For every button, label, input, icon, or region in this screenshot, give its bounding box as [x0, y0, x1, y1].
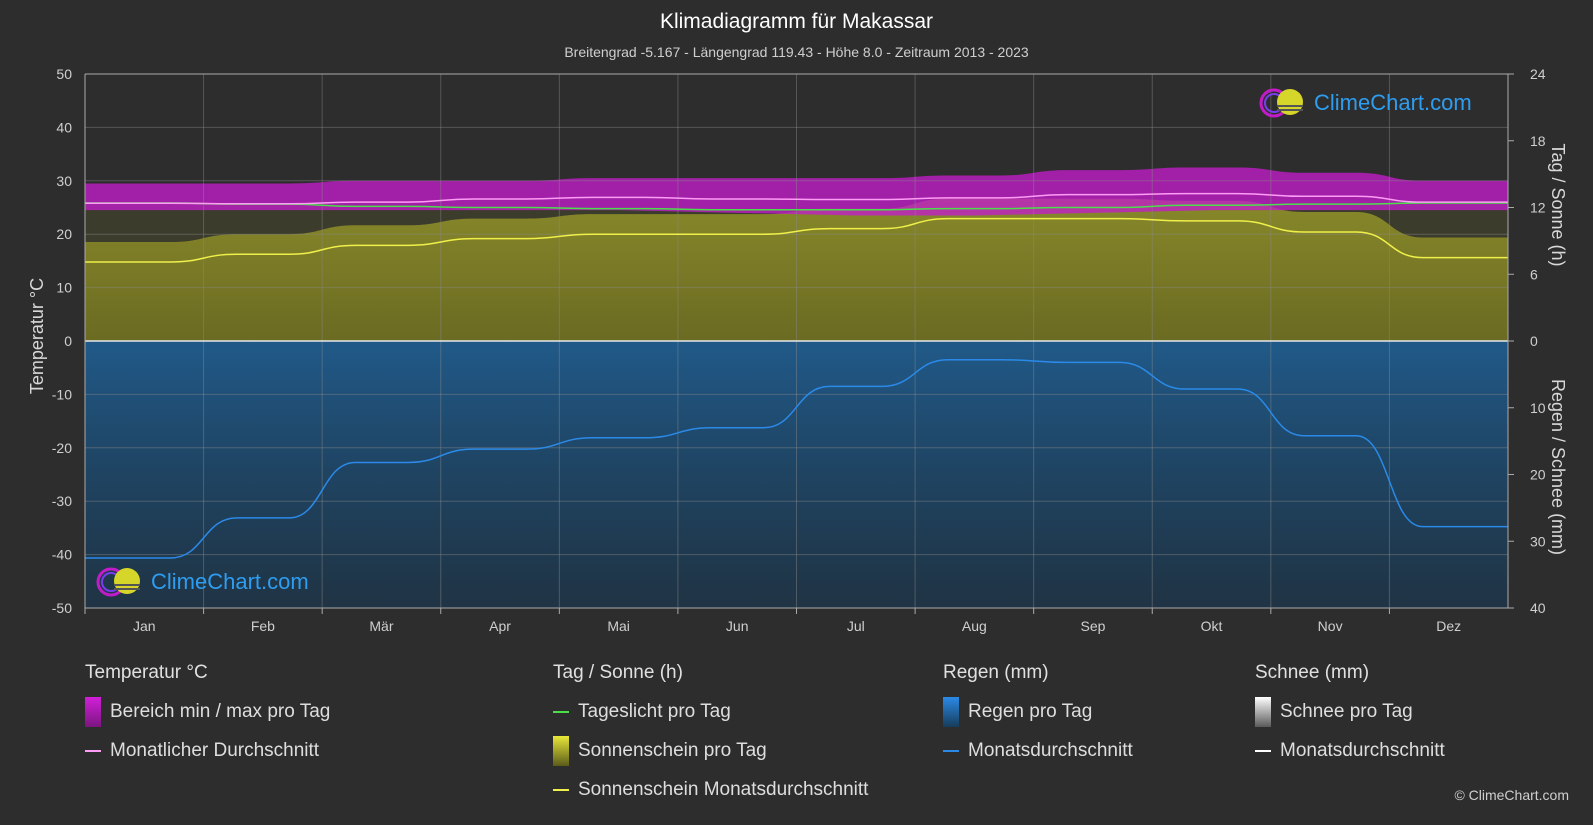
logo-icon — [1259, 88, 1303, 118]
y-right-bottom-tick-label: 10 — [1530, 400, 1546, 416]
legend-heading: Temperatur °C — [85, 662, 208, 683]
y-left-tick-label: 40 — [56, 119, 72, 135]
temperature-avg-line — [85, 192, 1508, 205]
legend-sun: Tag / Sonne (h) Tageslicht pro Tag Sonne… — [553, 662, 933, 818]
legend-label: Monatsdurchschnitt — [1280, 740, 1445, 761]
legend-label: Monatlicher Durchschnitt — [110, 740, 320, 761]
y-right-bottom-tick-label: 30 — [1530, 533, 1546, 549]
logo-icon — [96, 567, 140, 597]
legend-item: Schnee pro Tag — [1255, 697, 1555, 727]
snow-swatch — [1255, 697, 1271, 727]
temp-avg-swatch — [85, 750, 101, 752]
x-tick-label: Apr — [489, 618, 511, 634]
sunshine-area — [85, 198, 1508, 341]
y-right-bottom-tick-label: 20 — [1530, 467, 1546, 483]
temp-range-swatch — [85, 697, 101, 727]
legend-item: Monatsdurchschnitt — [1255, 740, 1555, 762]
x-tick-label: Aug — [962, 618, 987, 634]
x-tick-label: Feb — [251, 618, 275, 634]
rain-avg-line — [85, 358, 1508, 559]
legend-heading: Tag / Sonne (h) — [553, 662, 683, 683]
y-left-tick-label: 10 — [56, 280, 72, 296]
rain-swatch — [943, 697, 959, 727]
legend-item: Regen pro Tag — [943, 697, 1243, 727]
y-left-tick-label: 50 — [56, 66, 72, 82]
y-left-tick-label: 0 — [64, 333, 72, 349]
y-right-bottom-axis-title: Regen / Schnee (mm) — [1548, 379, 1568, 555]
legend-item: Monatlicher Durchschnitt — [85, 740, 525, 762]
y-left-tick-label: -30 — [52, 493, 72, 509]
legend-item: Tageslicht pro Tag — [553, 701, 933, 723]
y-right-top-tick-label: 0 — [1530, 333, 1538, 349]
daylight-line — [85, 202, 1508, 211]
daylight-swatch — [553, 711, 569, 713]
sunshine-avg-swatch — [553, 789, 569, 791]
x-tick-label: Jun — [726, 618, 749, 634]
legend-item: Monatsdurchschnitt — [943, 740, 1243, 762]
y-right-top-axis-title: Tag / Sonne (h) — [1548, 143, 1568, 266]
sunshine-swatch — [553, 736, 569, 766]
rain-avg-swatch — [943, 750, 959, 752]
x-tick-label: Mär — [369, 618, 393, 634]
data-fills — [85, 167, 1508, 608]
legend-label: Schnee pro Tag — [1280, 701, 1413, 722]
x-tick-label: Dez — [1436, 618, 1461, 634]
climate-chart: 50 40 30 20 10 0 -10 -20 -30 -40 -50 24 18 12 6 0 10 20 30… — [27, 66, 1568, 634]
chart-title: Klimadiagramm für Makassar — [659, 10, 934, 33]
chart-subtitle: Breitengrad -5.167 - Längengrad 119.43 -… — [564, 44, 1029, 60]
logo-bottom[interactable]: ClimeChart.com — [95, 565, 309, 599]
legend-snow: Schnee (mm) Schnee pro Tag Monatsdurchsc… — [1255, 662, 1555, 779]
y-left-axis-title: Temperatur °C — [27, 278, 47, 394]
logo-text: ClimeChart.com — [151, 569, 309, 594]
rain-area — [85, 341, 1508, 608]
y-left-tick-label: -20 — [52, 440, 72, 456]
y-left-tick-label: 20 — [56, 226, 72, 242]
legend-item: Sonnenschein Monatsdurchschnitt — [553, 779, 933, 801]
legend-label: Bereich min / max pro Tag — [110, 701, 331, 722]
legend-label: Tageslicht pro Tag — [578, 701, 731, 722]
logo-text: ClimeChart.com — [1314, 90, 1472, 115]
legend-rain: Regen (mm) Regen pro Tag Monatsdurchschn… — [943, 662, 1243, 779]
y-right-top-tick-label: 6 — [1530, 266, 1538, 282]
y-right-bottom-tick-label: 40 — [1530, 600, 1546, 616]
legend-heading: Schnee (mm) — [1255, 662, 1370, 683]
axes: 50 40 30 20 10 0 -10 -20 -30 -40 -50 24 18 12 6 0 10 20 30… — [52, 66, 1546, 634]
y-right-top-tick-label: 12 — [1530, 200, 1546, 216]
x-tick-label: Mai — [607, 618, 630, 634]
y-left-tick-label: 30 — [56, 173, 72, 189]
x-tick-label: Sep — [1080, 618, 1105, 634]
legend-heading: Regen (mm) — [943, 662, 1049, 683]
legend-temperature: Temperatur °C Bereich min / max pro Tag … — [85, 662, 525, 779]
sunshine-avg-line — [85, 217, 1508, 263]
temperature-range-band — [85, 167, 1508, 216]
copyright: © ClimeChart.com — [1454, 787, 1569, 803]
x-tick-label: Jul — [847, 618, 865, 634]
legend-label: Monatsdurchschnitt — [968, 740, 1133, 761]
legend-label: Sonnenschein Monatsdurchschnitt — [578, 779, 869, 800]
y-right-top-tick-label: 24 — [1530, 66, 1546, 82]
x-tick-label: Nov — [1318, 618, 1343, 634]
legend-label: Regen pro Tag — [968, 701, 1093, 722]
logo-top[interactable]: ClimeChart.com — [1258, 86, 1472, 120]
snow-avg-swatch — [1255, 750, 1271, 752]
y-left-tick-label: -10 — [52, 386, 72, 402]
y-left-tick-label: -50 — [52, 600, 72, 616]
series-lines — [85, 192, 1508, 559]
legend-item: Sonnenschein pro Tag — [553, 736, 933, 766]
x-tick-label: Okt — [1201, 618, 1223, 634]
legend-item: Bereich min / max pro Tag — [85, 697, 525, 727]
x-tick-label: Jan — [133, 618, 156, 634]
y-right-top-tick-label: 18 — [1530, 133, 1546, 149]
y-left-tick-label: -40 — [52, 547, 72, 563]
legend-label: Sonnenschein pro Tag — [578, 740, 767, 761]
